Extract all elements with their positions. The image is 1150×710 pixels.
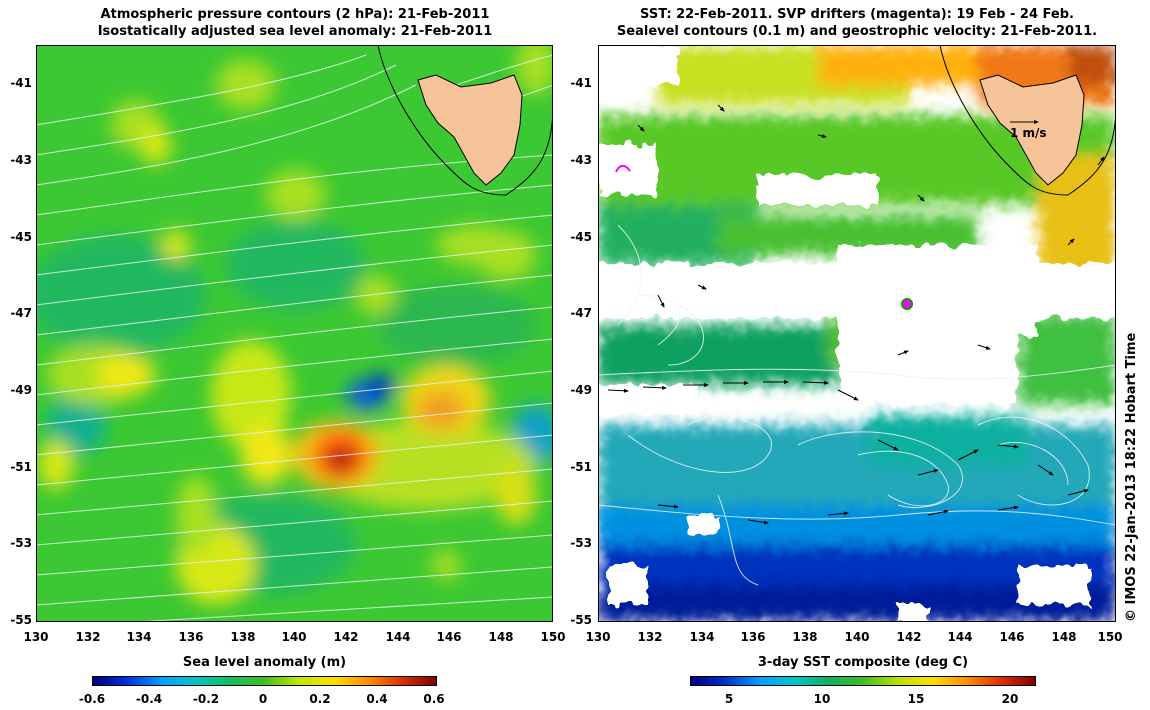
sla-colorbar-tick: 0.4 bbox=[366, 692, 388, 706]
right-y-tick: -43 bbox=[570, 153, 592, 167]
left-y-tick: -51 bbox=[10, 460, 32, 474]
right-x-tick: 144 bbox=[947, 630, 973, 644]
left-title-line1: Atmospheric pressure contours (2 hPa): 2… bbox=[100, 7, 490, 22]
left-title-line2: Isostatically adjusted sea level anomaly… bbox=[97, 24, 493, 39]
left-x-tick: 132 bbox=[75, 630, 101, 644]
right-title-line2: Sealevel contours (0.1 m) and geostrophi… bbox=[616, 24, 1098, 39]
drifter-track bbox=[615, 164, 631, 173]
left-x-tick: 148 bbox=[488, 630, 514, 644]
right-y-tick: -41 bbox=[570, 76, 592, 90]
right-y-tick: -47 bbox=[570, 306, 592, 320]
left-x-tick: 140 bbox=[281, 630, 307, 644]
sst-colorbar bbox=[690, 676, 1036, 686]
right-y-tick: -55 bbox=[570, 613, 592, 627]
left-y-tick: -41 bbox=[10, 76, 32, 90]
imos-credit: © IMOS 22-Jan-2013 18:22 Hobart Time bbox=[1124, 332, 1139, 622]
sla-colorbar-title: Sea level anomaly (m) bbox=[182, 655, 347, 670]
velocity-scale-label: 1 m/s bbox=[1010, 126, 1047, 140]
left-x-tick: 150 bbox=[540, 630, 566, 644]
left-y-tick: -55 bbox=[10, 613, 32, 627]
right-x-tick: 134 bbox=[689, 630, 715, 644]
left-y-tick: -53 bbox=[10, 536, 32, 550]
sst-colorbar-tick: 10 bbox=[813, 692, 831, 706]
right-y-tick: -49 bbox=[570, 383, 592, 397]
left-x-tick: 144 bbox=[385, 630, 411, 644]
right-x-tick: 140 bbox=[844, 630, 870, 644]
sla-colorbar bbox=[92, 676, 437, 686]
sla-colorbar-tick: -0.6 bbox=[78, 692, 106, 706]
tasmania-land bbox=[377, 45, 553, 196]
right-y-tick: -45 bbox=[570, 230, 592, 244]
sst-colorbar-title: 3-day SST composite (deg C) bbox=[757, 655, 969, 670]
right-x-tick: 130 bbox=[585, 630, 611, 644]
sst-colorbar-tick: 20 bbox=[1001, 692, 1019, 706]
right-x-tick: 146 bbox=[999, 630, 1025, 644]
sla-field bbox=[36, 45, 553, 605]
right-x-tick: 136 bbox=[740, 630, 766, 644]
sla-map-svg bbox=[36, 45, 553, 622]
left-x-tick: 130 bbox=[23, 630, 49, 644]
pressure-contours bbox=[36, 54, 553, 622]
right-x-tick: 132 bbox=[637, 630, 663, 644]
left-title: Atmospheric pressure contours (2 hPa): 2… bbox=[36, 6, 554, 40]
left-y-tick: -49 bbox=[10, 383, 32, 397]
sla-colorbar-tick: -0.2 bbox=[192, 692, 220, 706]
right-y-tick: -53 bbox=[570, 536, 592, 550]
right-x-tick: 150 bbox=[1097, 630, 1123, 644]
right-x-tick: 138 bbox=[792, 630, 818, 644]
sst-colorbar-tick: 15 bbox=[907, 692, 925, 706]
sla-colorbar-tick: 0.2 bbox=[309, 692, 331, 706]
right-title-line1: SST: 22-Feb-2011. SVP drifters (magenta)… bbox=[640, 7, 1074, 22]
left-y-tick: -45 bbox=[10, 230, 32, 244]
right-x-tick: 148 bbox=[1051, 630, 1077, 644]
sst-map-svg: 1 m/s bbox=[598, 45, 1116, 622]
left-x-tick: 136 bbox=[178, 630, 204, 644]
left-x-tick: 146 bbox=[436, 630, 462, 644]
right-y-tick: -51 bbox=[570, 460, 592, 474]
drifter-marker bbox=[901, 298, 913, 310]
left-x-tick: 134 bbox=[126, 630, 152, 644]
left-y-tick: -43 bbox=[10, 153, 32, 167]
sst-field bbox=[598, 45, 1116, 622]
right-x-tick: 142 bbox=[896, 630, 922, 644]
sst-map: 1 m/s bbox=[598, 45, 1116, 622]
tasmania-land-sst bbox=[939, 45, 1116, 196]
sla-colorbar-tick: -0.4 bbox=[135, 692, 163, 706]
sea-level-anomaly-map bbox=[36, 45, 553, 622]
left-y-tick: -47 bbox=[10, 306, 32, 320]
sla-colorbar-tick: 0 bbox=[258, 692, 268, 706]
velocity-arrows bbox=[607, 104, 1105, 525]
sst-colorbar-tick: 5 bbox=[724, 692, 734, 706]
left-x-tick: 138 bbox=[230, 630, 256, 644]
right-title: SST: 22-Feb-2011. SVP drifters (magenta)… bbox=[598, 6, 1116, 40]
left-x-tick: 142 bbox=[333, 630, 359, 644]
sealevel-contours bbox=[598, 224, 1116, 586]
sla-colorbar-tick: 0.6 bbox=[423, 692, 445, 706]
